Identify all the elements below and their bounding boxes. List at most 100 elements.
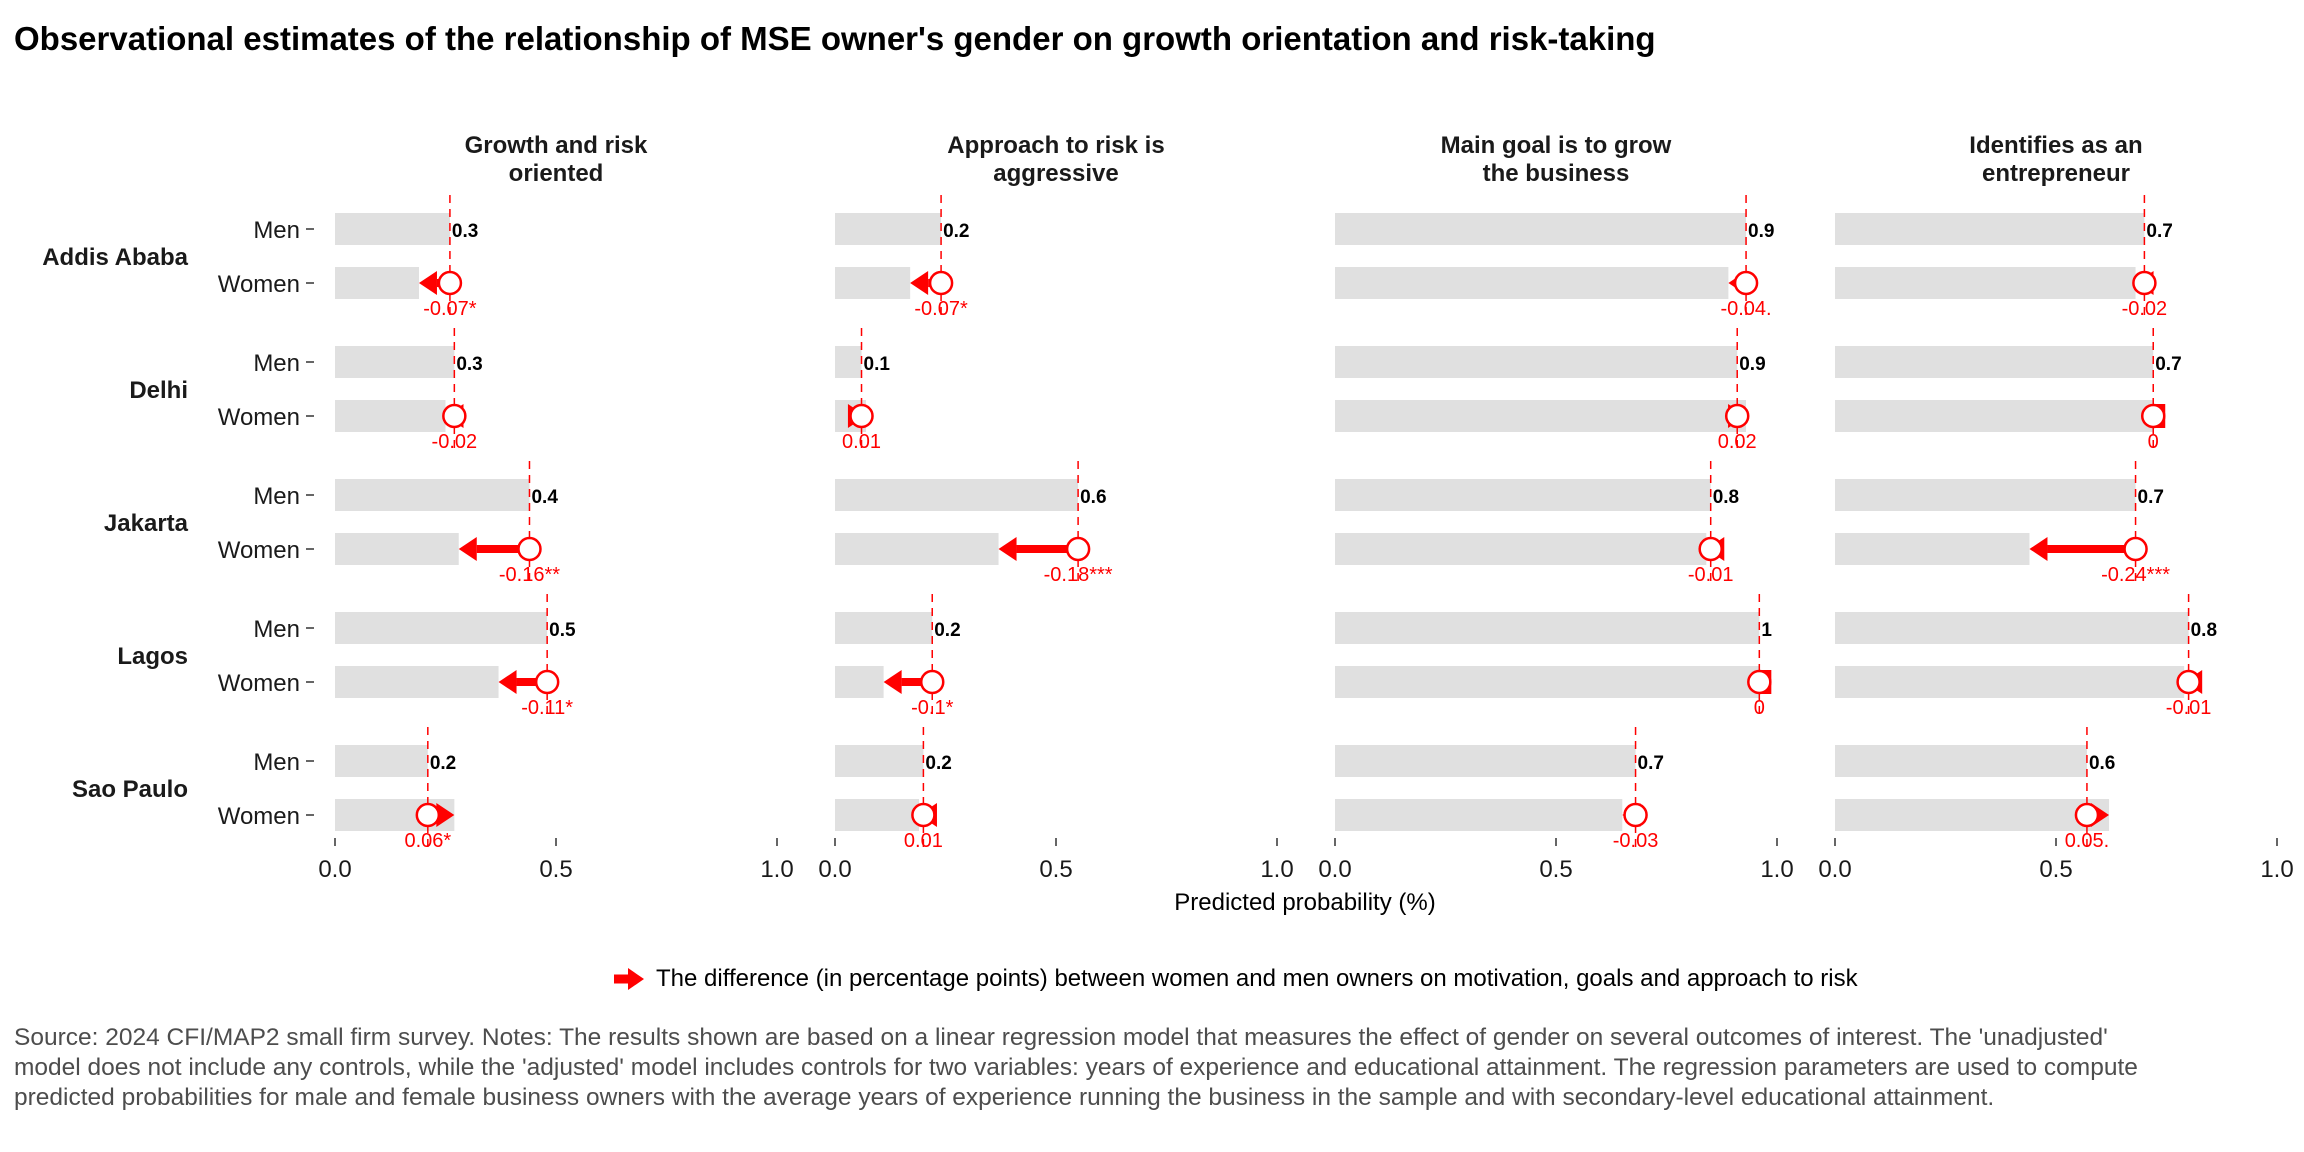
men-bar: [335, 612, 548, 644]
women-bar: [1335, 400, 1747, 432]
difference-label: -0.18***: [1044, 564, 1113, 586]
facet-panel: Main goal is to grow the business 0.9 -0.04…: [1318, 132, 1793, 883]
difference-label: -0.02: [2122, 298, 2168, 320]
x-tick-label: 0.0: [1318, 856, 1351, 883]
women-bar: [1335, 533, 1707, 565]
men-marker: [1747, 669, 1772, 695]
men-value-label: 0.7: [1638, 753, 1664, 774]
difference-label: -0.1*: [911, 697, 953, 719]
city-label: Jakarta: [104, 510, 189, 537]
x-tick-label: 0.5: [1539, 856, 1572, 883]
men-value-label: 0.2: [430, 753, 456, 774]
facet-panel: Identifies as an entrepreneur 0.7 -0.02 0.7 0…: [1818, 132, 2293, 883]
men-marker: [1724, 403, 1750, 429]
men-bar: [335, 213, 450, 245]
x-tick-label: 0.5: [539, 856, 572, 883]
x-axis-title: Predicted probability (%): [1174, 889, 1435, 916]
difference-label: -0.07*: [914, 298, 968, 320]
facet-title: Main goal is to grow the business: [1441, 132, 1672, 187]
group-label: Men: [253, 350, 300, 377]
group-label: Men: [253, 217, 300, 244]
women-bar: [1835, 533, 2030, 565]
men-value-label: 0.5: [549, 620, 576, 641]
men-marker: [534, 669, 560, 695]
men-bar: [835, 213, 942, 245]
chart-title: Observational estimates of the relations…: [14, 20, 1656, 57]
difference-label: -0.16**: [499, 564, 560, 586]
difference-label: -0.03: [1613, 830, 1659, 852]
difference-arrow-head: [436, 803, 455, 827]
facet-panel: Growth and risk oriented 0.3 -0.07* 0.3 -0.02…: [318, 132, 793, 883]
men-value-label: 0.4: [531, 487, 558, 508]
women-bar: [1335, 666, 1760, 698]
faceted-bar-chart: Addis Ababa Men Women Delhi Men Women Jakarta M…: [42, 132, 2293, 916]
women-bar: [835, 533, 999, 565]
legend-label: The difference (in percentage points) be…: [656, 965, 1858, 992]
men-bar: [1335, 612, 1760, 644]
men-bar: [1335, 213, 1747, 245]
men-value-label: 0.2: [934, 620, 960, 641]
men-bar: [1835, 612, 2189, 644]
city-label: Lagos: [117, 643, 188, 670]
group-label: Women: [218, 404, 300, 431]
men-bar: [1835, 479, 2136, 511]
men-value-label: 0.1: [864, 354, 891, 375]
difference-label: 0: [2148, 431, 2159, 453]
men-marker: [911, 802, 936, 828]
women-bar: [1835, 666, 2185, 698]
men-marker: [2176, 669, 2201, 695]
x-tick-label: 0.0: [1818, 856, 1851, 883]
x-tick-label: 1.0: [1760, 856, 1793, 883]
men-marker: [1733, 270, 1759, 296]
x-tick-label: 0.0: [318, 856, 351, 883]
women-bar: [1835, 400, 2154, 432]
men-marker: [1698, 536, 1723, 562]
group-label: Women: [218, 537, 300, 564]
women-bar: [835, 799, 919, 831]
difference-label: 0.06*: [404, 830, 451, 852]
men-marker: [437, 270, 463, 296]
difference-label: -0.24***: [2101, 564, 2170, 586]
difference-arrow-head: [998, 537, 1017, 561]
men-marker: [919, 669, 945, 695]
women-bar: [1835, 799, 2110, 831]
men-value-label: 1: [1761, 620, 1772, 641]
x-tick-label: 1.0: [1260, 856, 1293, 883]
men-bar: [835, 745, 924, 777]
men-bar: [1335, 479, 1711, 511]
difference-label: 0: [1754, 697, 1765, 719]
women-bar: [1335, 267, 1729, 299]
men-value-label: 0.3: [452, 221, 478, 242]
difference-arrow-head: [910, 271, 929, 295]
men-marker: [415, 802, 441, 828]
men-marker: [2123, 536, 2148, 562]
men-marker: [2074, 802, 2100, 828]
men-bar: [835, 479, 1079, 511]
group-label: Women: [218, 670, 300, 697]
men-marker: [2132, 270, 2157, 296]
men-value-label: 0.7: [2138, 487, 2164, 508]
men-bar: [335, 479, 530, 511]
men-value-label: 0.6: [1080, 487, 1106, 508]
men-bar: [1335, 346, 1738, 378]
difference-arrow-head: [418, 271, 437, 295]
women-bar: [335, 267, 419, 299]
facet-panel: Approach to risk is aggressive 0.2 -0.07* 0.…: [818, 132, 1293, 883]
difference-label: 0.05.: [2065, 830, 2109, 852]
men-value-label: 0.8: [1713, 487, 1739, 508]
facet-title: Growth and risk oriented: [465, 132, 648, 187]
source-caption: Source: 2024 CFI/MAP2 small firm survey.…: [14, 1024, 2138, 1111]
group-label: Women: [218, 803, 300, 830]
difference-arrow-head: [883, 670, 902, 694]
city-label: Addis Ababa: [42, 244, 188, 271]
facet-title: Approach to risk is aggressive: [947, 132, 1164, 187]
legend: The difference (in percentage points) be…: [612, 962, 1858, 996]
difference-label: 0.02: [1718, 431, 1757, 453]
facet-title: Identifies as an entrepreneur: [1969, 132, 2142, 187]
women-bar: [835, 666, 884, 698]
difference-arrow-head: [2029, 537, 2048, 561]
difference-label: -0.07*: [423, 298, 477, 320]
men-bar: [835, 612, 933, 644]
men-value-label: 0.8: [2191, 620, 2217, 641]
men-value-label: 0.2: [943, 221, 969, 242]
